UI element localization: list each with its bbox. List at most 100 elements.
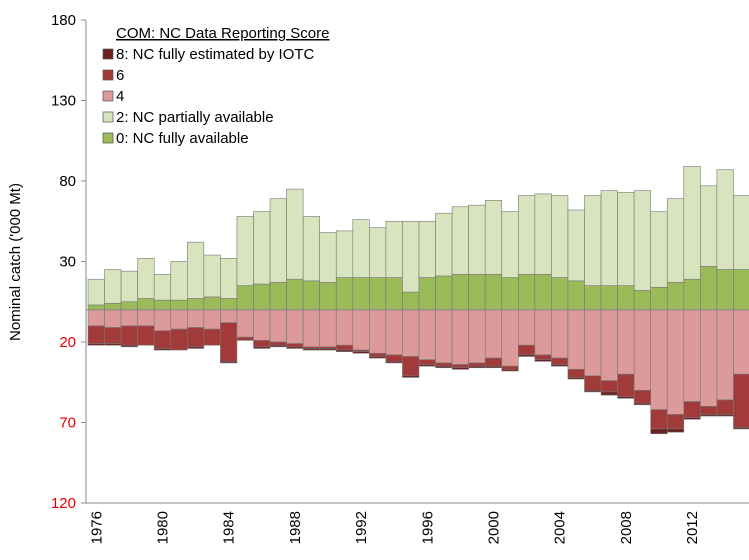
x-tick-label: 2004 [552, 511, 569, 544]
bar-segment [269, 282, 287, 311]
x-tick-label: 1984 [221, 511, 238, 544]
bar-segment [153, 348, 172, 351]
bar-segment [203, 328, 221, 346]
bar-segment [501, 365, 519, 370]
bar-segment [369, 352, 387, 357]
bar-segment [600, 391, 618, 396]
bar-segment [468, 365, 486, 369]
bar-segment [733, 309, 749, 375]
bar-segment [700, 309, 718, 407]
bar-segment [418, 359, 436, 365]
x-tick-label: 1988 [287, 511, 304, 544]
bar-segment [220, 257, 238, 299]
bar-segment [501, 309, 519, 367]
bar-segment [584, 375, 602, 391]
x-tick-label: 2012 [684, 511, 701, 544]
bar-segment [253, 340, 271, 348]
bar-segment [617, 309, 635, 375]
bar-segment [319, 232, 337, 283]
y-tick-label: 180 [51, 12, 76, 29]
bar-segment [633, 402, 652, 406]
bar-segment [584, 389, 602, 393]
bar-segment [104, 327, 122, 344]
bar-segment [418, 364, 436, 367]
bar-segment [153, 309, 172, 332]
bar-segment [137, 298, 155, 311]
bar-segment [435, 275, 453, 311]
bar-segment [302, 348, 320, 351]
bar-segment [733, 195, 749, 270]
bar-segment [153, 274, 172, 301]
bar-segment [253, 346, 271, 349]
bar-segment [286, 188, 304, 280]
bar-segment [617, 285, 635, 311]
bar-segment [683, 278, 701, 311]
bar-segment [501, 369, 519, 372]
bar-segment [451, 367, 469, 370]
x-tick-label: 1976 [88, 511, 105, 544]
bar-segment [451, 206, 469, 275]
bar-segment [617, 396, 635, 399]
bar-segment [335, 309, 354, 346]
bar-segment [87, 325, 105, 344]
bar-segment [286, 309, 304, 344]
legend-label: 6 [116, 67, 124, 84]
bar-segment [633, 309, 652, 391]
bar-segment [517, 195, 536, 275]
bar-segment [369, 356, 387, 359]
bar-segment [104, 303, 122, 311]
bar-segment [551, 357, 569, 365]
bar-segment [286, 346, 304, 349]
bar-segment [534, 354, 552, 361]
bar-segment [104, 343, 122, 346]
bar-segment [104, 269, 122, 304]
y-axis-label: Nominal catch ('000 Mt) [7, 183, 24, 341]
bar-segment [666, 309, 685, 415]
bar-segment [236, 285, 254, 311]
bar-segment [170, 299, 188, 311]
bar-segment [600, 190, 618, 286]
bar-segment [650, 286, 668, 311]
bar-segment [534, 309, 552, 356]
bar-segment [335, 344, 354, 351]
legend-label: 0: NC fully available [116, 130, 249, 147]
bar-segment [87, 304, 105, 311]
bar-segment [187, 241, 205, 299]
bar-segment [253, 211, 271, 285]
bar-segment [385, 361, 403, 364]
bar-segment [104, 309, 122, 328]
bar-segment [236, 309, 254, 338]
bar-segment [567, 377, 585, 380]
y-tick-label: 120 [51, 495, 76, 512]
bar-segment [385, 220, 403, 278]
bar-segment [253, 283, 271, 311]
bar-segment [700, 406, 718, 415]
bar-segment [302, 216, 320, 282]
bar-segment [187, 346, 205, 349]
bar-segment [534, 359, 552, 362]
bar-segment [435, 212, 453, 277]
bar-segment [567, 209, 585, 282]
bar-segment [369, 227, 387, 278]
x-tick-label: 1980 [154, 511, 171, 544]
bar-segment [683, 417, 701, 420]
bar-segment [253, 309, 271, 341]
bar-segment [666, 282, 685, 311]
bar-segment [352, 309, 370, 351]
bar-segment [203, 309, 221, 330]
bar-segment [716, 399, 734, 415]
bar-segment [385, 309, 403, 356]
bar-segment [551, 309, 569, 359]
bar-segment [203, 296, 221, 311]
legend-title: COM: NC Data Reporting Score [116, 25, 329, 42]
x-tick-label: 2000 [485, 511, 502, 544]
bar-segment [468, 204, 486, 275]
y-tick-label: 70 [59, 415, 76, 432]
bar-segment [451, 274, 469, 311]
bar-segment [733, 269, 749, 311]
bar-segment [650, 428, 668, 435]
bar-segment [87, 278, 105, 306]
bar-segment [220, 322, 238, 362]
bar-segment [716, 309, 734, 401]
